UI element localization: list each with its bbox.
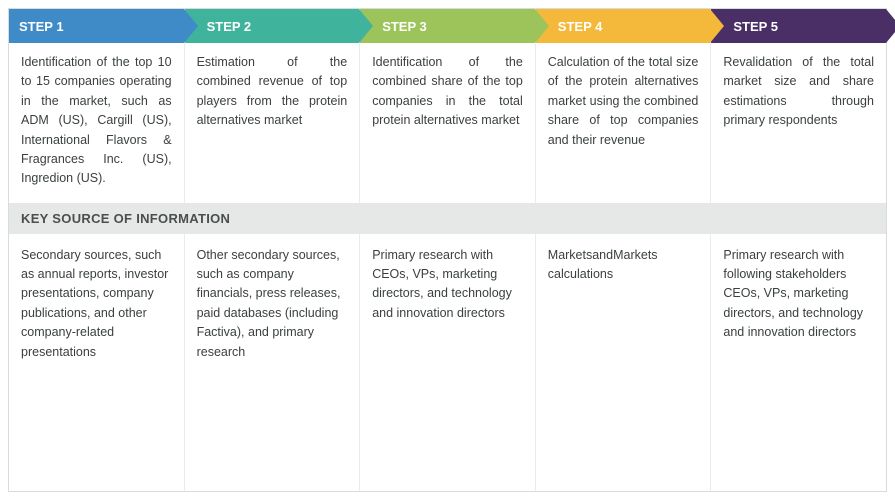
source-column-3: Primary research with CEOs, VPs, marketi… xyxy=(360,234,536,491)
methodology-diagram: STEP 1 Identification of the top 10 to 1… xyxy=(8,8,887,492)
source-column-4: MarketsandMarkets calculations xyxy=(536,234,712,491)
source-column-2: Other secondary sources, such as company… xyxy=(185,234,361,491)
step-header-4: STEP 4 xyxy=(536,9,711,43)
step-description-1: Identification of the top 10 to 15 compa… xyxy=(9,43,184,203)
step-column-1: STEP 1 Identification of the top 10 to 1… xyxy=(9,9,185,203)
step-header-2: STEP 2 xyxy=(185,9,360,43)
sources-row: Secondary sources, such as annual report… xyxy=(9,234,886,491)
step-header-1: STEP 1 xyxy=(9,9,184,43)
step-description-2: Estimation of the combined revenue of to… xyxy=(185,43,360,193)
step-description-5: Revalidation of the total market size an… xyxy=(711,43,886,193)
step-description-4: Calculation of the total size of the pro… xyxy=(536,43,711,193)
source-column-5: Primary research with following stakehol… xyxy=(711,234,886,491)
key-source-heading: KEY SOURCE OF INFORMATION xyxy=(9,203,886,234)
step-column-2: STEP 2 Estimation of the combined revenu… xyxy=(185,9,361,203)
steps-row: STEP 1 Identification of the top 10 to 1… xyxy=(9,9,886,203)
step-column-4: STEP 4 Calculation of the total size of … xyxy=(536,9,712,203)
step-column-5: STEP 5 Revalidation of the total market … xyxy=(711,9,886,203)
step-description-3: Identification of the combined share of … xyxy=(360,43,535,193)
source-column-1: Secondary sources, such as annual report… xyxy=(9,234,185,491)
step-header-3: STEP 3 xyxy=(360,9,535,43)
step-header-5: STEP 5 xyxy=(711,9,886,43)
step-column-3: STEP 3 Identification of the combined sh… xyxy=(360,9,536,203)
